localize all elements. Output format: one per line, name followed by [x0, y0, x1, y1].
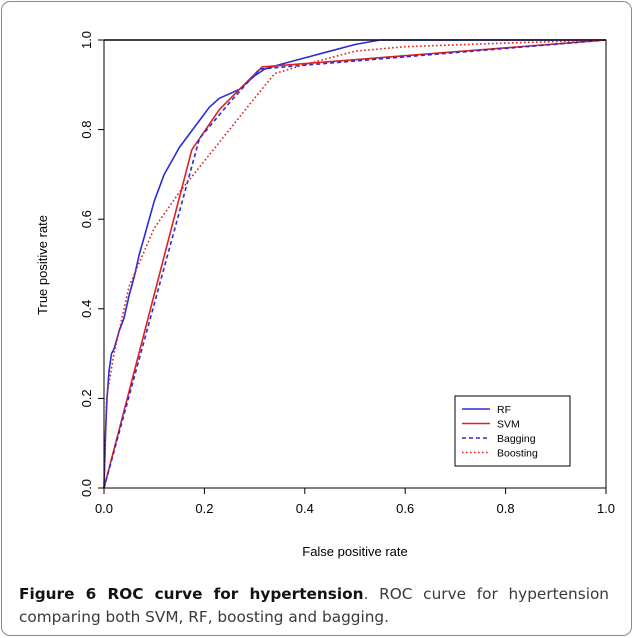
legend-label-rf: RF — [497, 404, 511, 416]
y-tick-label: 0.2 — [79, 389, 94, 407]
legend-label-boosting: Boosting — [497, 448, 538, 460]
y-axis-label: True positive rate — [35, 215, 50, 315]
x-axis-label: False positive rate — [302, 544, 408, 559]
figure-title: ROC curve for hypertension — [107, 585, 364, 603]
x-tick-label: 0.4 — [296, 501, 314, 516]
legend: RF SVM Bagging Boosting — [454, 395, 571, 467]
y-tick-label: 0.6 — [79, 210, 94, 228]
series-line-bagging — [103, 39, 607, 489]
x-tick-label: 1.0 — [597, 501, 615, 516]
figure-caption: Figure 6 ROC curve for hypertension. ROC… — [19, 583, 609, 629]
figure-label: Figure 6 — [19, 585, 97, 603]
x-tick-label: 0.2 — [195, 501, 213, 516]
x-tick-label: 0.8 — [497, 501, 515, 516]
series-line-boosting — [103, 39, 607, 489]
plot-box — [103, 39, 607, 489]
legend-label-bagging: Bagging — [497, 433, 536, 445]
caption-text: . ROC curve for hypertension comparing b… — [19, 585, 610, 626]
y-tick-label: 1.0 — [79, 31, 94, 49]
y-tick-label: 0.8 — [79, 121, 94, 139]
legend-box — [454, 395, 571, 467]
series-line-svm — [103, 39, 607, 489]
x-tick-label: 0.6 — [396, 501, 414, 516]
legend-label-svm: SVM — [497, 419, 520, 431]
x-tick-label: 0.0 — [95, 501, 113, 516]
y-tick-label: 0.4 — [79, 300, 94, 318]
roc-chart: 0.00.0 0.2 0.2 0.4 0.4 0.6 0.6 0.8 0.8 1.0 1.0 Fal… — [35, 31, 615, 559]
y-tick-label: 0.0 — [79, 479, 94, 497]
